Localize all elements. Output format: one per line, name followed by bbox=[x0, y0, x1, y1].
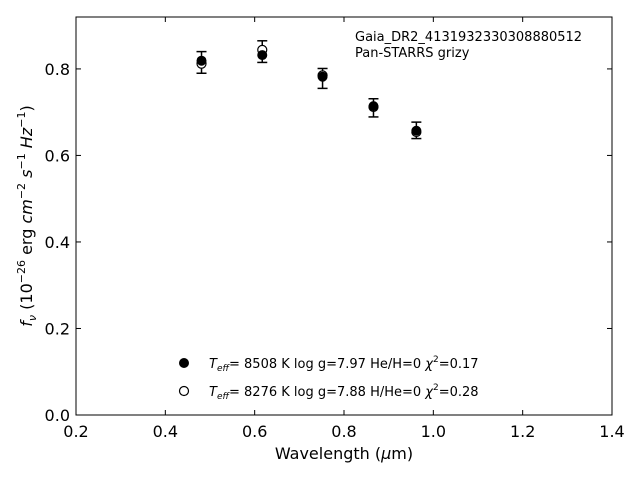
x-tick-label: 0.8 bbox=[331, 422, 356, 441]
y-tick-label: 0.2 bbox=[45, 319, 70, 338]
axis-ticks: 0.2 0.4 0.6 0.8 1.0 1.2 1.40.00.20.40.60.8 bbox=[45, 17, 625, 441]
legend-marker-filled bbox=[179, 358, 189, 368]
y-tick-label: 0.6 bbox=[45, 146, 70, 165]
y-axis-label: fν (10−26 erg cm−2 s−1 Hz−1) bbox=[15, 105, 39, 326]
y-tick-label: 0.4 bbox=[45, 233, 70, 252]
x-tick-label: 1.0 bbox=[421, 422, 446, 441]
y-tick-label: 0.8 bbox=[45, 60, 70, 79]
filled-circle-point bbox=[317, 71, 328, 82]
filled-circle-point bbox=[411, 125, 422, 136]
plot-frame bbox=[75, 16, 613, 416]
y-tick-label: 0.0 bbox=[45, 406, 70, 425]
legend-label-filled: Teff= 8508 K log g=7.97 He/H=0 χ2=0.17 bbox=[209, 355, 479, 374]
x-tick-label: 0.6 bbox=[242, 422, 267, 441]
filled-circle-point bbox=[368, 101, 379, 112]
x-tick-label: 1.2 bbox=[510, 422, 535, 441]
filled-circle-point bbox=[196, 55, 207, 66]
annotation-survey: Pan-STARRS grizy bbox=[355, 46, 470, 61]
data-points bbox=[196, 40, 422, 140]
x-tick-label: 0.4 bbox=[153, 422, 178, 441]
legend: Teff= 8508 K log g=7.97 He/H=0 χ2=0.17 T… bbox=[178, 355, 479, 402]
legend-marker-open bbox=[178, 385, 190, 397]
filled-circle-point bbox=[257, 50, 268, 61]
legend-label-open: Teff= 8276 K log g=7.88 H/He=0 χ2=0.28 bbox=[209, 383, 479, 402]
x-tick-label: 1.4 bbox=[599, 422, 624, 441]
x-tick-label: 0.2 bbox=[63, 422, 88, 441]
x-axis-label: Wavelength (μm) bbox=[275, 444, 413, 463]
annotation-gaia-id: Gaia_DR2_4131932330308880512 bbox=[355, 30, 582, 45]
